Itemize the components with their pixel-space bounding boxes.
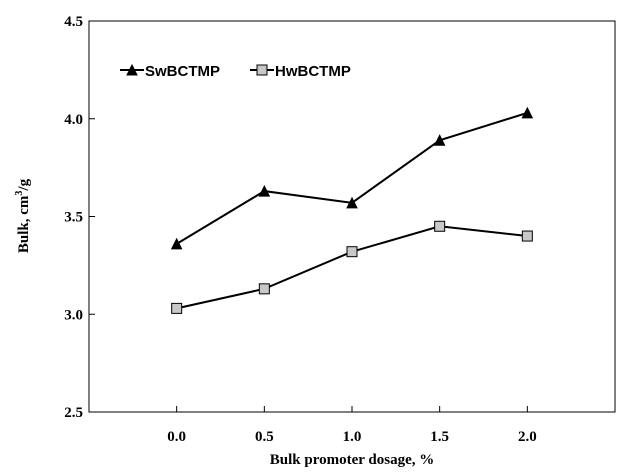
series-hwbctmp <box>171 220 533 314</box>
data-point-hwbctmp <box>434 220 446 232</box>
data-point-hwbctmp <box>521 230 533 242</box>
y-tick-label: 4.5 <box>64 14 83 30</box>
x-tick-label: 0.5 <box>255 429 274 445</box>
data-point-hwbctmp <box>171 302 183 314</box>
y-tick-label: 4.0 <box>64 112 83 128</box>
data-point-swbctmp <box>258 184 271 197</box>
y-axis-title-main: Bulk, cm <box>16 195 32 253</box>
y-axis-title-sup: 3 <box>14 191 25 196</box>
x-tick-label: 1.0 <box>343 429 362 445</box>
x-axis-title: Bulk promoter dosage, % <box>270 452 434 468</box>
y-axis-title-tail: /g <box>16 178 32 191</box>
legend-marker-swbctmp <box>126 63 138 76</box>
y-axis-title: Bulk, cm3/g <box>14 178 32 253</box>
data-point-swbctmp <box>346 196 358 209</box>
y-tick-label: 3.0 <box>64 307 83 323</box>
legend: SwBCTMP HwBCTMP <box>120 63 351 80</box>
y-tick-label: 2.5 <box>64 405 83 421</box>
x-axis-ticks: 0.0 0.5 1.0 1.5 2.0 <box>167 406 537 445</box>
data-point-swbctmp <box>170 237 183 250</box>
data-point-swbctmp <box>521 106 534 119</box>
series-swbctmp <box>170 106 534 250</box>
y-tick-label: 3.5 <box>64 210 83 226</box>
y-axis-ticks: 2.5 3.0 3.5 4.0 4.5 <box>64 14 95 421</box>
x-tick-label: 2.0 <box>518 429 537 445</box>
legend-label-hwbctmp: HwBCTMP <box>275 63 351 80</box>
x-tick-label: 1.5 <box>430 429 449 445</box>
data-point-hwbctmp <box>258 283 270 295</box>
legend-marker-hwbctmp <box>256 64 268 76</box>
x-tick-label: 0.0 <box>167 429 186 445</box>
data-point-swbctmp <box>433 134 446 146</box>
legend-label-swbctmp: SwBCTMP <box>145 63 220 80</box>
data-point-hwbctmp <box>346 246 358 258</box>
series-layer <box>170 106 534 314</box>
